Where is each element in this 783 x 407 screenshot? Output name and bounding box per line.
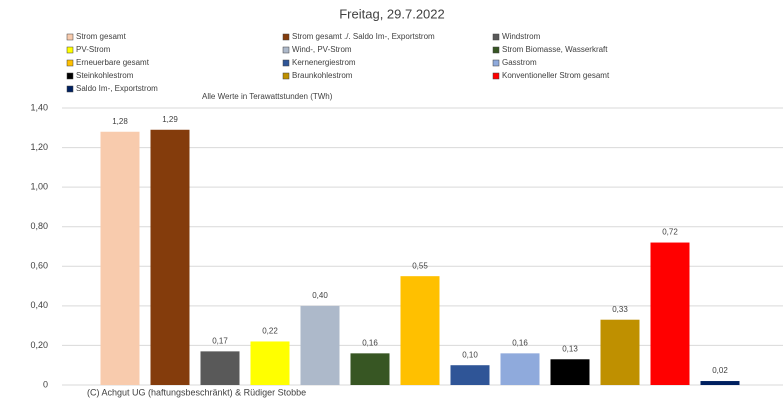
- value-label: 0,40: [312, 291, 328, 300]
- legend-label: Strom gesamt ./. Saldo Im-, Exportstrom: [292, 32, 435, 41]
- y-tick-label: 0,80: [30, 221, 48, 231]
- legend-label: Erneuerbare gesamt: [76, 58, 150, 67]
- legend-swatch: [66, 46, 74, 54]
- legend-swatch: [66, 85, 74, 93]
- legend-label: Steinkohlestrom: [76, 71, 134, 80]
- y-tick-label: 1,20: [30, 142, 48, 152]
- value-label: 0,13: [562, 344, 578, 353]
- bar: [500, 353, 540, 385]
- value-label: 1,28: [112, 117, 128, 126]
- value-label: 0,72: [662, 228, 678, 237]
- bar: [600, 319, 640, 385]
- value-label: 0,33: [612, 305, 628, 314]
- bar: [450, 365, 490, 385]
- value-label: 0,10: [462, 350, 478, 359]
- legend-swatch: [282, 59, 290, 67]
- legend-swatch: [66, 72, 74, 80]
- legend-label: Gasstrom: [502, 58, 537, 67]
- legend-label: Konventioneller Strom gesamt: [502, 71, 610, 80]
- value-label: 0,16: [512, 338, 528, 347]
- value-label: 1,29: [162, 115, 178, 124]
- legend-swatch: [492, 59, 500, 67]
- y-tick-label: 0,60: [30, 261, 48, 271]
- bar: [300, 305, 340, 385]
- y-tick-label: 0: [43, 379, 48, 389]
- bar: [150, 129, 190, 385]
- bar: [350, 353, 390, 385]
- legend-swatch: [492, 46, 500, 54]
- legend-swatch: [492, 72, 500, 80]
- bar: [400, 276, 440, 385]
- legend-swatch: [282, 72, 290, 80]
- footer: (C) Achgut UG (haftungsbeschränkt) & Rüd…: [87, 387, 306, 397]
- y-tick-label: 1,40: [30, 102, 48, 112]
- legend-label: Braunkohlestrom: [292, 71, 353, 80]
- legend-label: Strom Biomasse, Wasserkraft: [502, 45, 608, 54]
- legend-swatch: [66, 33, 74, 41]
- legend-label: Strom gesamt: [76, 32, 127, 41]
- value-label: 0,22: [262, 327, 278, 336]
- bar: [700, 381, 740, 385]
- bar: [550, 359, 590, 385]
- annotation: Alle Werte in Terawattstunden (TWh): [202, 92, 333, 101]
- legend-label: Windstrom: [502, 32, 541, 41]
- value-label: 0,16: [362, 338, 378, 347]
- legend-swatch: [282, 46, 290, 54]
- bar: [650, 242, 690, 385]
- y-tick-label: 1,00: [30, 182, 48, 192]
- bar: [200, 351, 240, 385]
- legend-label: Wind-, PV-Strom: [292, 45, 352, 54]
- legend-swatch: [66, 59, 74, 67]
- bar: [100, 131, 140, 385]
- value-label: 0,17: [212, 336, 228, 345]
- y-tick-label: 0,40: [30, 300, 48, 310]
- bar: [250, 341, 290, 385]
- legend-label: PV-Strom: [76, 45, 111, 54]
- legend-label: Saldo Im-, Exportstrom: [76, 84, 158, 93]
- value-label: 0,55: [412, 261, 428, 270]
- legend-label: Kernenergiestrom: [292, 58, 356, 67]
- legend-swatch: [282, 33, 290, 41]
- y-tick-label: 0,20: [30, 340, 48, 350]
- chart-title: Freitag, 29.7.2022: [339, 6, 445, 21]
- legend-swatch: [492, 33, 500, 41]
- value-label: 0,02: [712, 366, 728, 375]
